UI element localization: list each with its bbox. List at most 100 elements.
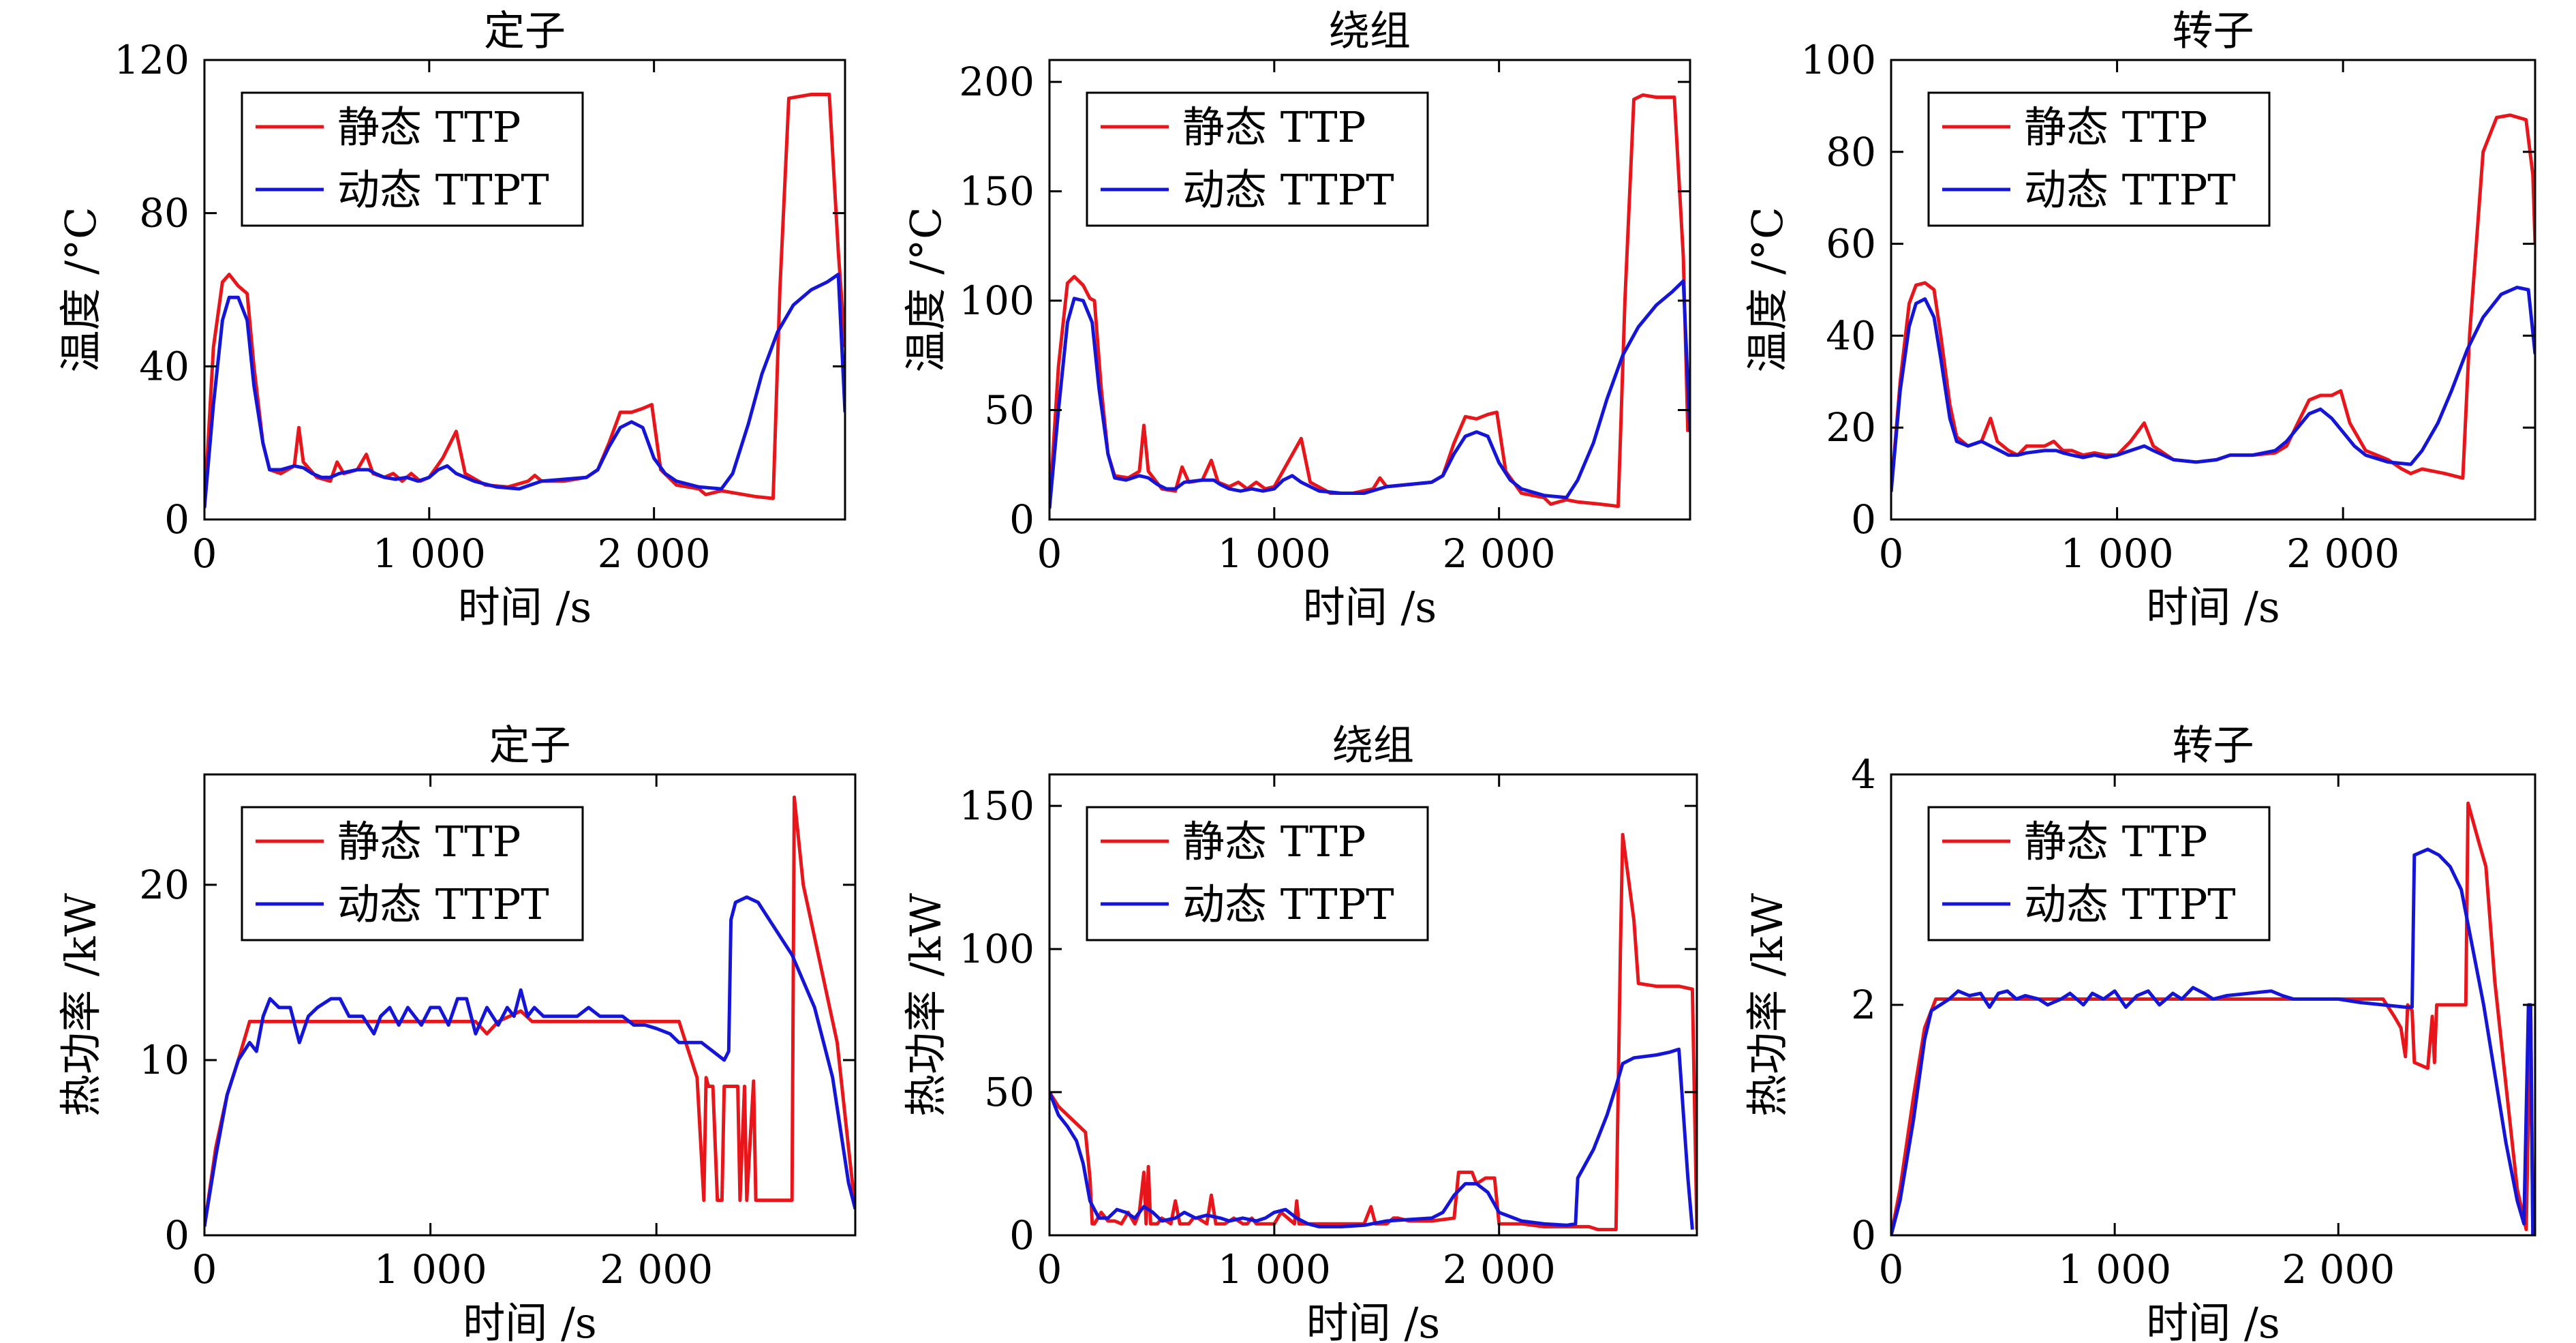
x-tick-label: 0	[1037, 530, 1062, 577]
y-tick-label: 40	[1826, 312, 1876, 359]
legend-label: 静态 TTP	[337, 102, 521, 152]
x-axis-label: 时间 /s	[2146, 582, 2280, 632]
x-tick-label: 2 000	[1443, 1246, 1556, 1293]
y-tick-label: 0	[1851, 496, 1876, 543]
x-tick-label: 1 000	[2058, 1246, 2171, 1293]
series-line-static-ttp	[1049, 93, 1690, 509]
x-axis-label: 时间 /s	[1303, 582, 1437, 632]
x-tick-label: 0	[192, 530, 217, 577]
y-axis-label: 温度 /°C	[56, 207, 106, 372]
x-tick-label: 1 000	[373, 530, 486, 577]
y-tick-label: 100	[1800, 37, 1876, 83]
series-line-static-ttp	[204, 795, 855, 1227]
x-axis-label: 时间 /s	[1306, 1298, 1440, 1343]
axes-frame	[203, 59, 846, 521]
x-tick-label: 2 000	[598, 530, 711, 577]
panel-title: 绕组	[1332, 722, 1414, 770]
y-tick-label: 20	[139, 862, 189, 908]
y-tick-label: 80	[139, 190, 189, 237]
legend-label: 静态 TTP	[2024, 817, 2207, 866]
panel-title: 转子	[2173, 722, 2254, 770]
legend-label: 静态 TTP	[337, 817, 521, 866]
legend-label: 动态 TTPT	[1182, 165, 1394, 215]
x-axis-label: 时间 /s	[463, 1298, 596, 1343]
x-tick-label: 0	[1879, 530, 1904, 577]
panel-title: 绕组	[1329, 7, 1411, 55]
x-tick-label: 2 000	[2286, 530, 2399, 577]
legend-box	[1086, 91, 1429, 227]
y-axis-label: 热功率 /kW	[901, 893, 951, 1117]
x-tick-label: 0	[1037, 1246, 1062, 1293]
x-tick-label: 2 000	[1443, 530, 1556, 577]
series-line-dynamic-ttpt	[1891, 286, 2535, 492]
y-tick-label: 20	[1826, 404, 1876, 451]
legend: 静态 TTP 动态 TTPT	[1086, 806, 1429, 941]
x-tick-label: 0	[1879, 1246, 1904, 1293]
y-tick-label: 0	[1009, 496, 1034, 543]
series-line-static-ttp	[1891, 801, 2535, 1235]
axes-frame	[1890, 59, 2536, 521]
legend-label: 动态 TTPT	[337, 165, 549, 215]
x-tick-label: 1 000	[1218, 1246, 1331, 1293]
y-tick-label: 120	[114, 37, 189, 83]
x-tick-label: 2 000	[600, 1246, 713, 1293]
x-tick-label: 1 000	[1218, 530, 1331, 577]
x-tick-label: 0	[192, 1246, 217, 1293]
x-tick-label: 1 000	[374, 1246, 487, 1293]
series-line-dynamic-ttpt	[204, 895, 855, 1227]
legend: 静态 TTP 动态 TTPT	[241, 91, 584, 227]
legend: 静态 TTP 动态 TTPT	[1086, 91, 1429, 227]
series-line-dynamic-ttpt	[204, 273, 845, 509]
panel-title: 定子	[484, 7, 566, 55]
legend-box	[241, 806, 584, 941]
series-line-dynamic-ttpt	[1891, 847, 2535, 1235]
legend-label: 动态 TTPT	[2024, 879, 2236, 929]
y-tick-label: 10	[139, 1037, 189, 1083]
y-tick-label: 100	[959, 926, 1034, 972]
y-tick-label: 0	[164, 1212, 189, 1258]
x-tick-label: 2 000	[2282, 1246, 2395, 1293]
y-tick-label: 80	[1826, 129, 1876, 175]
legend-box	[1086, 806, 1429, 941]
y-tick-label: 100	[959, 277, 1034, 324]
legend: 静态 TTP 动态 TTPT	[1927, 806, 2271, 941]
series-line-dynamic-ttpt	[1049, 279, 1690, 509]
legend-label: 静态 TTP	[1182, 102, 1366, 152]
panel-title: 定子	[489, 722, 571, 770]
y-tick-label: 50	[984, 387, 1034, 434]
x-tick-label: 1 000	[2061, 530, 2174, 577]
y-axis-label: 温度 /°C	[1743, 207, 1792, 372]
legend: 静态 TTP 动态 TTPT	[1927, 91, 2271, 227]
y-tick-label: 40	[139, 343, 189, 389]
legend-box	[241, 91, 584, 227]
y-tick-label: 0	[1851, 1212, 1876, 1258]
y-tick-label: 60	[1826, 221, 1876, 267]
legend-label: 动态 TTPT	[1182, 879, 1394, 929]
legend-box	[1927, 91, 2271, 227]
legend: 静态 TTP 动态 TTPT	[241, 806, 584, 941]
axes-frame	[1048, 59, 1691, 521]
y-axis-label: 温度 /°C	[901, 207, 951, 372]
legend-label: 静态 TTP	[2024, 102, 2207, 152]
y-tick-label: 4	[1851, 751, 1876, 798]
axes-frame	[203, 773, 857, 1237]
y-axis-label: 热功率 /kW	[56, 893, 106, 1117]
y-tick-label: 150	[959, 168, 1034, 215]
legend-label: 动态 TTPT	[337, 879, 549, 929]
axes-frame	[1048, 773, 1698, 1237]
legend-label: 静态 TTP	[1182, 817, 1366, 866]
series-line-static-ttp	[204, 93, 845, 509]
y-tick-label: 0	[164, 496, 189, 543]
x-axis-label: 时间 /s	[458, 582, 592, 632]
legend-label: 动态 TTPT	[2024, 165, 2236, 215]
y-tick-label: 0	[1009, 1212, 1034, 1258]
y-tick-label: 50	[984, 1069, 1034, 1115]
y-tick-label: 2	[1851, 982, 1876, 1028]
legend-box	[1927, 806, 2271, 941]
